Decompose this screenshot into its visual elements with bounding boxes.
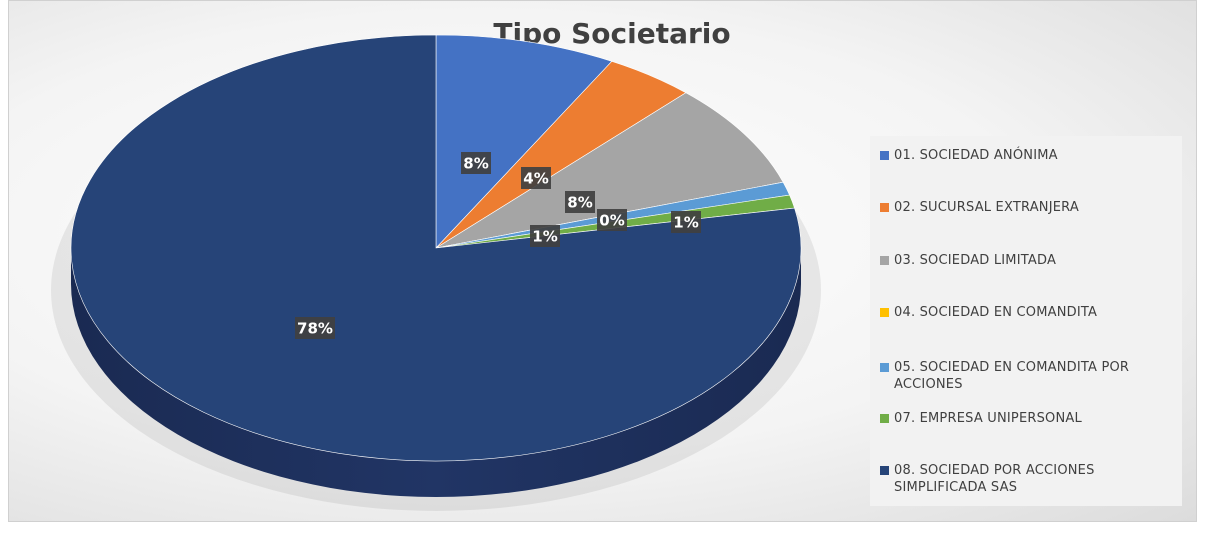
value-label: 78% [297,320,333,338]
value-label: 1% [673,214,698,232]
legend-item: 02. SUCURSAL EXTRANJERA [880,199,1170,216]
pie-slice [70,34,802,462]
legend: 01. SOCIEDAD ANÓNIMA 02. SUCURSAL EXTRANJ… [870,136,1182,506]
legend-swatch [880,151,889,160]
legend-item: 05. SOCIEDAD EN COMANDITA POR ACCIONES [880,359,1170,393]
pie-slice [435,92,784,249]
value-label-box [521,167,551,189]
value-label: 4% [523,170,548,188]
legend-swatch [880,414,889,423]
value-label: 1% [532,228,557,246]
legend-label: 02. SUCURSAL EXTRANJERA [894,200,1079,215]
value-label-box [295,317,335,339]
value-label: 8% [463,155,488,173]
legend-label: 08. SOCIEDAD POR ACCIONES SIMPLIFICADA S… [894,463,1095,495]
legend-swatch [880,203,889,212]
legend-item: 01. SOCIEDAD ANÓNIMA [880,147,1170,164]
legend-label: 01. SOCIEDAD ANÓNIMA [894,148,1058,163]
value-label: 0% [599,212,624,230]
value-label-box [671,211,701,233]
value-label-box [530,225,560,247]
legend-item: 03. SOCIEDAD LIMITADA [880,252,1170,269]
legend-label: 03. SOCIEDAD LIMITADA [894,253,1057,268]
value-label-box [461,152,491,174]
value-label-box [565,191,595,213]
legend-label: 05. SOCIEDAD EN COMANDITA POR ACCIONES [894,360,1130,392]
legend-item: 07. EMPRESA UNIPERSONAL [880,410,1170,427]
legend-swatch [880,256,889,265]
legend-swatch [880,363,889,372]
legend-item: 04. SOCIEDAD EN COMANDITA [880,304,1170,321]
legend-item: 08. SOCIEDAD POR ACCIONES SIMPLIFICADA S… [880,462,1170,496]
pie-side [71,248,801,497]
value-label: 8% [567,194,592,212]
legend-swatch [880,308,889,317]
legend-label: 04. SOCIEDAD EN COMANDITA [894,305,1098,320]
pie-slice [435,34,613,249]
legend-swatch [880,466,889,475]
legend-label: 07. EMPRESA UNIPERSONAL [894,411,1082,426]
value-label-box [597,209,627,231]
